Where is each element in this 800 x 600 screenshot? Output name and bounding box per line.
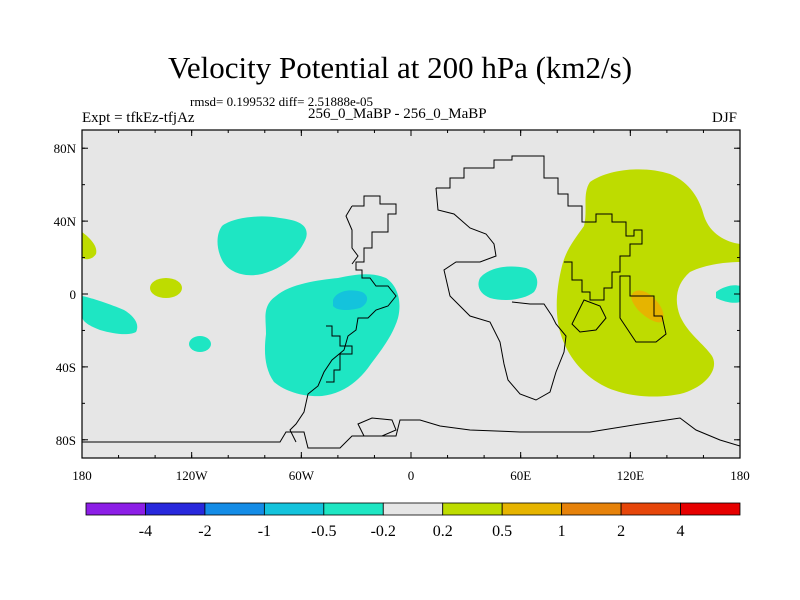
colorbar-label: -4	[139, 523, 152, 540]
coast-south-america-inner	[326, 325, 353, 383]
colorbar-label: 4	[677, 523, 685, 540]
y-tick-label: 80N	[54, 141, 77, 156]
colorbar-swatch	[442, 502, 503, 516]
region-pacific-neg	[82, 296, 138, 335]
region-atlantic-core	[333, 290, 368, 310]
colorbar-swatch	[620, 502, 681, 516]
y-axis: 80N 40N 0 40S 80S	[54, 141, 740, 448]
x-tick-label: 0	[408, 468, 415, 483]
colorbar-label: 0.5	[492, 523, 512, 540]
coast-north-america-west	[345, 205, 359, 265]
x-tick-label: 180	[730, 468, 750, 483]
colorbar-label: -0.2	[371, 523, 396, 540]
region-small-neg	[189, 336, 211, 352]
colorbar-label: -1	[258, 523, 271, 540]
coast-southeast-asia	[571, 299, 607, 333]
x-tick-label: 60E	[510, 468, 531, 483]
coast-eurasia	[436, 155, 643, 301]
colorbar-swatch	[501, 502, 563, 516]
region-north-america-neg	[217, 216, 307, 276]
coast-australia	[619, 275, 667, 343]
colorbar-label: 2	[617, 523, 625, 540]
colorbar-label: 0.2	[433, 523, 453, 540]
coast-europe-africa	[435, 187, 567, 401]
y-tick-label: 80S	[56, 433, 76, 448]
colorbar-label: -0.5	[311, 523, 336, 540]
y-tick-label: 0	[70, 287, 77, 302]
colorbar-label: 1	[558, 523, 566, 540]
coast-island	[357, 417, 397, 437]
x-tick-label: 180	[72, 468, 92, 483]
colorbar-swatch	[263, 502, 325, 516]
y-tick-label: 40N	[54, 214, 77, 229]
season-label: DJF	[712, 110, 738, 126]
colorbar-swatch	[680, 502, 741, 516]
colorbar-swatch	[382, 502, 444, 516]
region-indopacific-core	[631, 290, 664, 323]
y-tick-label: 40S	[56, 360, 76, 375]
region-small-pos	[150, 278, 182, 298]
region-indopacific-pos	[556, 169, 740, 397]
stats-label: rmsd= 0.199532 diff= 2.51888e-05	[190, 94, 374, 109]
region-west-pos	[82, 232, 97, 260]
case-label: 256_0_MaBP - 256_0_MaBP	[308, 106, 487, 122]
colorbar-swatch	[145, 502, 206, 516]
coast-americas	[289, 195, 397, 443]
colorbar-swatch	[204, 502, 265, 516]
region-indian-neg	[478, 266, 538, 300]
x-tick-label: 120E	[617, 468, 645, 483]
x-tick-label: 60W	[289, 468, 315, 483]
colorbar-swatch	[85, 502, 146, 516]
colorbar-swatch	[323, 502, 384, 516]
x-axis: 180 120W 60W 0 60E 120E 180	[72, 130, 750, 483]
experiment-label: Expt = tfkEz-tfjAz	[82, 110, 195, 126]
colorbar-swatch	[561, 502, 622, 516]
colorbar-label: -2	[198, 523, 211, 540]
region-east-neg	[716, 285, 740, 303]
chart-title: Velocity Potential at 200 hPa (km2/s)	[167, 50, 633, 85]
coastline-outlines	[82, 155, 740, 449]
coast-antarctica	[82, 417, 740, 449]
x-tick-label: 120W	[176, 468, 209, 483]
colorbar: -4 -2 -1 -0.5 -0.2 0.2 0.5 1 2 4	[85, 502, 741, 540]
